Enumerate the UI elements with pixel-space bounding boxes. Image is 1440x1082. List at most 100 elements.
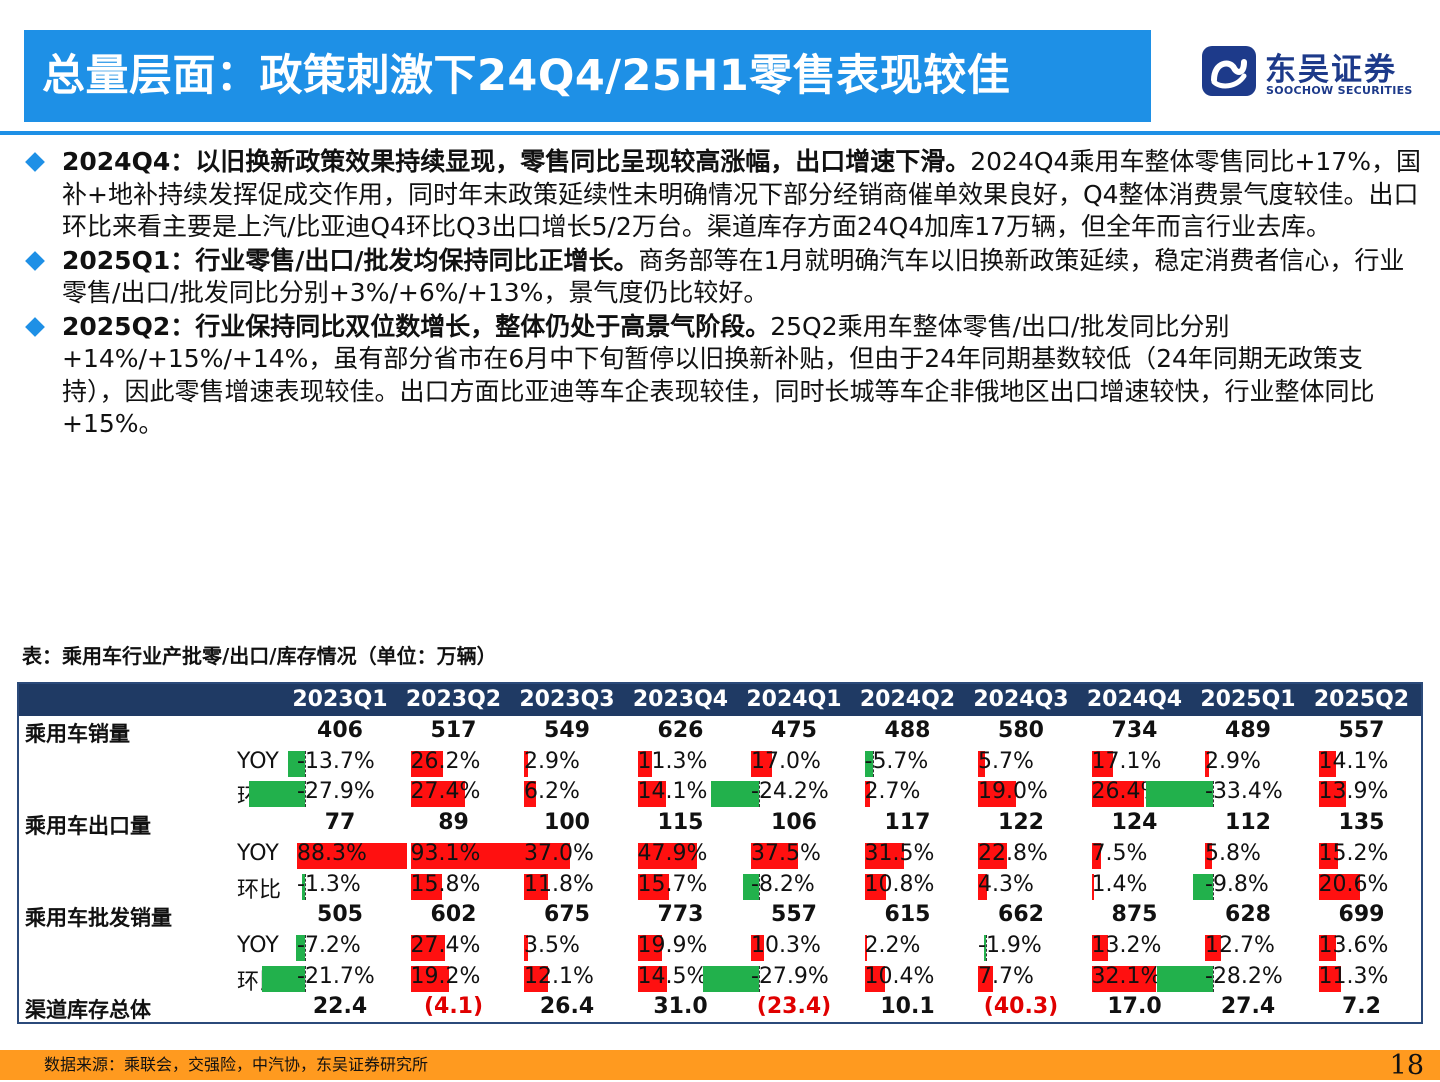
qoq-value: -27.9%: [297, 779, 375, 805]
yoy-value: -13.7%: [297, 748, 375, 774]
positive-bar: [1091, 781, 1145, 808]
negative-bar: [1156, 965, 1213, 992]
qoq-value: -33.4%: [1205, 779, 1283, 805]
positive-bar: [864, 873, 887, 900]
volume-value: 602: [430, 902, 477, 928]
volume-value: 406: [317, 718, 363, 743]
volume-value: 773: [657, 902, 704, 928]
qoq-value: 6.2%: [524, 779, 580, 805]
volume-value: 549: [544, 718, 590, 743]
zero-line: [305, 750, 306, 777]
zero-line: [305, 965, 306, 992]
volume-value: 115: [657, 810, 704, 836]
inventory-value: (23.4): [756, 994, 832, 1020]
negative-bar: [983, 934, 986, 961]
volume-value: 557: [1338, 718, 1385, 743]
qoq-value: 4.3%: [978, 871, 1034, 897]
bullet-text: 25Q2乘用车整体零售/出口/批发同比分别+14%/+15%/+14%，虽有部分…: [62, 311, 1375, 439]
yoy-value: 93.1%: [410, 840, 481, 866]
yoy-row-label: YOY: [237, 840, 279, 866]
sales-table: 2023Q1 2023Q2 2023Q3 2023Q4 2024Q1 2024Q2 2024…: [17, 682, 1423, 1024]
company-logo: 东吴证券 SOOCHOW SECURITIES: [1200, 44, 1420, 104]
column-header: 2024Q3: [973, 687, 1069, 712]
positive-bar: [410, 750, 444, 777]
yoy-value: 37.5%: [751, 840, 821, 866]
inventory-value: 7.2: [1342, 994, 1381, 1020]
positive-bar: [637, 965, 667, 992]
negative-bar: [865, 750, 873, 777]
positive-bar: [1091, 873, 1095, 900]
yoy-value: 47.9%: [637, 840, 708, 866]
table-header: 2023Q1 2023Q2 2023Q3 2023Q4 2024Q1 2024Q2 2024…: [19, 684, 1421, 716]
diamond-bullet-icon: [25, 250, 45, 271]
footer-bar: 数据来源：乘联会，交强险，中汽协，东吴证券研究所 18: [0, 1050, 1440, 1081]
yoy-value: 13.6%: [1318, 932, 1389, 958]
zero-line: [305, 934, 306, 961]
zero-line: [1213, 873, 1214, 900]
negative-bar: [287, 750, 305, 777]
positive-bar: [297, 842, 408, 869]
volume-value: 124: [1111, 810, 1158, 836]
volume-value: 699: [1338, 902, 1385, 928]
yoy-value: 19.9%: [637, 932, 708, 958]
positive-bar: [1091, 750, 1113, 777]
positive-bar: [751, 934, 764, 961]
yoy-value: 2.9%: [1205, 748, 1261, 774]
volume-value: 675: [544, 902, 590, 928]
zero-line: [305, 873, 306, 900]
positive-bar: [1091, 842, 1101, 869]
positive-bar: [410, 934, 445, 961]
positive-bar: [410, 781, 466, 808]
positive-bar: [864, 965, 886, 992]
bullet-text: 2024Q4乘用车整体零售同比+17%，国补+地补持续发挥促成交作用，同时年末政…: [62, 147, 1421, 241]
qoq-value: -27.9%: [751, 963, 829, 989]
positive-bar: [637, 750, 652, 777]
page-title: 总量层面：政策刺激下24Q4/25H1零售表现较佳: [42, 51, 1011, 101]
qoq-value: 15.8%: [410, 871, 481, 897]
volume-value: 135: [1338, 810, 1385, 836]
positive-bar: [637, 873, 669, 900]
yoy-value: 11.3%: [637, 748, 708, 774]
volume-value: 615: [884, 902, 931, 928]
title-bar: 总量层面：政策刺激下24Q4/25H1零售表现较佳: [24, 30, 1151, 122]
volume-value: 77: [324, 810, 356, 836]
volume-value: 117: [884, 810, 931, 836]
column-header: 2024Q4: [1086, 687, 1183, 712]
volume-value: 517: [430, 718, 477, 743]
page-number: 18: [1389, 1050, 1424, 1081]
positive-bar: [524, 873, 548, 900]
yoy-value: 22.8%: [978, 840, 1048, 866]
positive-bar: [410, 965, 449, 992]
qoq-value: -28.2%: [1205, 963, 1283, 989]
positive-bar: [1318, 965, 1342, 992]
positive-bar: [1091, 965, 1156, 992]
positive-bar: [1205, 934, 1221, 961]
qoq-value: 2.7%: [864, 779, 921, 805]
soochow-logo-icon: [1202, 46, 1256, 96]
logo-chinese-name: 东吴证券: [1265, 52, 1397, 88]
header-rule: [0, 131, 1440, 135]
column-header: 2023Q4: [632, 687, 729, 712]
zero-line: [759, 873, 760, 900]
volume-value: 628: [1225, 902, 1271, 928]
bullet-item: 2025Q1：行业零售/出口/批发均保持同比正增长。商务部等在1月就明确汽车以旧…: [22, 245, 1422, 310]
yoy-value: -7.2%: [297, 932, 361, 958]
qoq-value: 14.5%: [637, 963, 708, 989]
qoq-value: 12.1%: [524, 963, 594, 989]
qoq-value: 11.3%: [1318, 963, 1389, 989]
qoq-value: 1.4%: [1091, 871, 1148, 897]
positive-bar: [1205, 842, 1213, 869]
row-label: 乘用车批发销量: [25, 906, 172, 931]
qoq-value: 10.8%: [864, 871, 935, 897]
yoy-value: 14.1%: [1318, 748, 1389, 774]
qoq-value: 7.7%: [978, 963, 1034, 989]
positive-bar: [637, 934, 663, 961]
bullet-list: 2024Q4：以旧换新政策效果持续显现，零售同比呈现较高涨幅，出口增速下滑。20…: [22, 146, 1422, 442]
column-header: 2023Q3: [519, 687, 615, 712]
positive-bar: [410, 842, 527, 869]
qoq-value: -21.7%: [297, 963, 375, 989]
positive-bar: [978, 750, 986, 777]
yoy-row-label: YOY: [237, 748, 279, 774]
positive-bar: [524, 781, 537, 808]
column-header: 2023Q2: [405, 687, 502, 712]
